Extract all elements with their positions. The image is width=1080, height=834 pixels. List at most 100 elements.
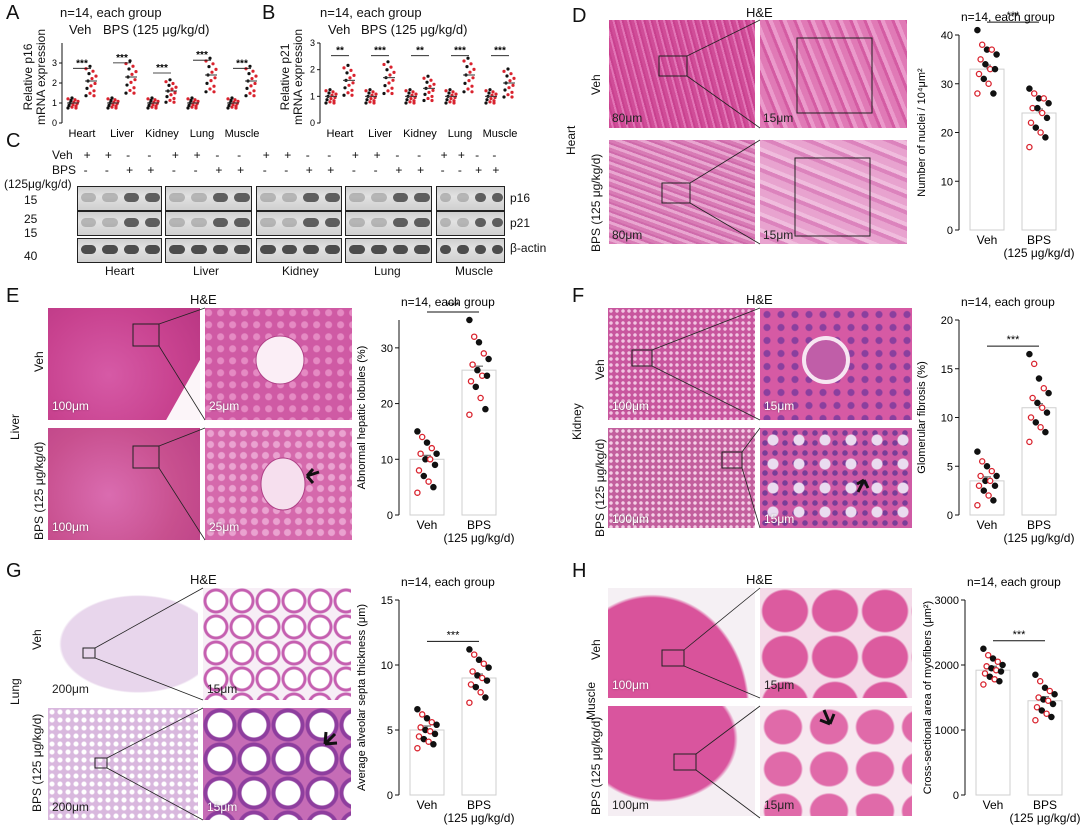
significance-label: *** bbox=[447, 300, 461, 312]
band bbox=[281, 193, 297, 202]
category-label: Heart bbox=[327, 128, 354, 140]
lung-bps-high-scale: 15μm bbox=[207, 800, 238, 814]
bps-sign: + bbox=[215, 163, 223, 177]
category-label: (125 μg/kg/d) bbox=[444, 531, 515, 545]
data-point bbox=[70, 96, 74, 100]
y-tick-label: 10 bbox=[941, 413, 953, 425]
data-point bbox=[975, 70, 983, 78]
data-point bbox=[106, 97, 110, 101]
mw-25: 25 bbox=[24, 212, 38, 226]
data-point bbox=[423, 715, 431, 722]
category-label: BPS bbox=[1033, 798, 1057, 812]
band bbox=[349, 245, 365, 254]
data-point bbox=[471, 76, 475, 80]
data-point bbox=[1048, 713, 1055, 721]
data-point bbox=[132, 86, 136, 90]
blot-p21-row bbox=[77, 211, 162, 236]
data-point bbox=[154, 106, 158, 110]
data-point bbox=[210, 70, 214, 74]
data-point bbox=[391, 78, 395, 82]
data-point bbox=[467, 378, 475, 385]
significance-label: *** bbox=[1007, 10, 1021, 22]
data-point bbox=[209, 79, 213, 83]
muscle-bps-low-scale: 100μm bbox=[612, 798, 649, 812]
band bbox=[440, 245, 452, 254]
band bbox=[281, 218, 297, 227]
blot-p16-row bbox=[345, 186, 432, 211]
data-point bbox=[997, 668, 1005, 675]
panel-b-legend-veh: Veh bbox=[328, 22, 351, 37]
data-point bbox=[483, 677, 491, 684]
data-point bbox=[448, 100, 452, 104]
y-tick-label: 3000 bbox=[935, 595, 959, 607]
data-point bbox=[93, 81, 97, 86]
data-point bbox=[431, 461, 439, 469]
data-point bbox=[386, 89, 390, 93]
data-point bbox=[1026, 350, 1033, 358]
kidney-veh-high-scale: 15μm bbox=[764, 399, 795, 413]
data-point bbox=[1043, 114, 1051, 122]
data-point bbox=[194, 106, 198, 110]
data-point bbox=[488, 100, 492, 104]
bps-sign: - bbox=[440, 163, 445, 177]
veh-sign: + bbox=[373, 148, 381, 162]
data-point bbox=[475, 339, 483, 346]
data-point bbox=[411, 90, 415, 94]
bps-sign: - bbox=[457, 163, 462, 177]
data-point bbox=[190, 105, 194, 109]
data-point bbox=[129, 80, 133, 84]
blot-actin-row bbox=[77, 238, 162, 263]
data-point bbox=[482, 405, 489, 413]
band bbox=[234, 193, 250, 202]
muscle-veh-high-image bbox=[760, 588, 912, 698]
muscle-bps-low-image bbox=[608, 706, 755, 816]
data-point bbox=[404, 101, 408, 105]
veh-sign: + bbox=[104, 148, 112, 162]
y-tick-label: 40 bbox=[941, 30, 953, 42]
data-point bbox=[130, 72, 134, 76]
y-tick-label: 0 bbox=[947, 510, 953, 522]
y-tick-label: 20 bbox=[381, 399, 393, 411]
data-point bbox=[189, 98, 193, 103]
data-point bbox=[1046, 687, 1054, 695]
data-point bbox=[390, 86, 394, 90]
data-point bbox=[374, 92, 378, 96]
data-point bbox=[249, 84, 253, 88]
data-point bbox=[168, 78, 172, 82]
y-axis-label: Abnormal hepatic lobules (%) bbox=[356, 346, 368, 490]
data-point bbox=[251, 69, 255, 73]
data-point bbox=[986, 477, 994, 485]
significance-label: ** bbox=[416, 46, 424, 57]
significance-label: *** bbox=[374, 46, 386, 57]
y-axis-label: Average alveolar septa thickness (μm) bbox=[356, 604, 368, 791]
bps-sign: - bbox=[171, 163, 176, 177]
data-point bbox=[981, 670, 989, 677]
data-point bbox=[423, 92, 427, 96]
data-point bbox=[469, 668, 476, 675]
data-point bbox=[390, 91, 394, 96]
data-point bbox=[404, 89, 408, 93]
data-point bbox=[974, 448, 981, 455]
data-point bbox=[107, 103, 111, 108]
liver-bps-low-image bbox=[48, 428, 200, 540]
data-point bbox=[492, 101, 496, 105]
data-point bbox=[128, 88, 132, 93]
data-point bbox=[414, 705, 421, 713]
data-point bbox=[974, 501, 981, 509]
band bbox=[324, 245, 340, 254]
data-point bbox=[1035, 375, 1043, 382]
data-point bbox=[196, 99, 200, 103]
data-point bbox=[125, 83, 129, 87]
band bbox=[260, 245, 276, 254]
panel-e-stain: H&E bbox=[190, 292, 217, 307]
data-point bbox=[214, 67, 218, 71]
data-point bbox=[445, 98, 449, 102]
data-point bbox=[193, 98, 197, 102]
liver-bps-low-scale: 100μm bbox=[52, 520, 89, 534]
protein-p16: p16 bbox=[510, 191, 531, 205]
data-point bbox=[483, 372, 491, 379]
data-point bbox=[252, 89, 256, 93]
data-point bbox=[172, 96, 176, 101]
data-point bbox=[229, 98, 233, 103]
y-tick-label: 3 bbox=[52, 58, 57, 68]
